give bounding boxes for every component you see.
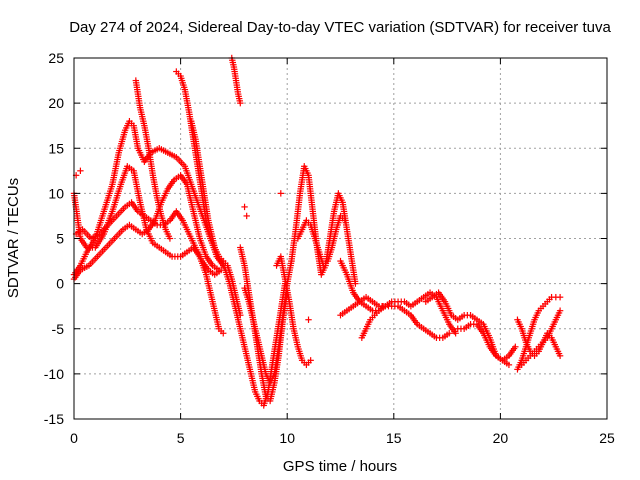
data-point-marker (77, 167, 84, 175)
chart-title: Day 274 of 2024, Sidereal Day-to-day VTE… (69, 19, 611, 36)
data-point-marker (277, 190, 285, 197)
y-tick-label: 15 (48, 140, 64, 156)
data-point-marker (446, 330, 453, 337)
y-tick-label: -15 (44, 411, 64, 427)
x-tick-label: 25 (599, 430, 615, 446)
marks-layer (70, 54, 564, 409)
data-point-marker (243, 212, 250, 220)
data-point-marker (505, 361, 513, 369)
data-point-marker (512, 343, 519, 350)
y-tick-label: 0 (56, 276, 64, 292)
y-tick-label: 25 (48, 50, 64, 66)
y-tick-label: -10 (44, 366, 64, 382)
data-point-marker (556, 352, 564, 360)
data-point-marker (241, 203, 248, 211)
y-tick-label: -5 (52, 321, 65, 337)
data-point-marker (379, 302, 387, 310)
data-point-marker (556, 307, 564, 314)
x-axis-label: GPS time / hours (283, 458, 397, 475)
data-point-marker (237, 99, 244, 107)
data-point-marker (307, 357, 314, 364)
data-point-marker (220, 330, 227, 337)
x-tick-label: 20 (493, 430, 509, 446)
data-point-marker (452, 330, 459, 337)
data-point-marker (166, 235, 174, 242)
ticks-layer: 0 5 10 15 20 25 -15 -10 -5 0 5 10 15 20 25 (44, 50, 615, 446)
x-tick-label: 15 (386, 430, 402, 446)
y-tick-label: 5 (56, 231, 64, 247)
y-axis-label: SDTVAR / TECUs (5, 178, 22, 298)
x-tick-label: 0 (70, 430, 78, 446)
data-point-marker (341, 217, 348, 224)
y-tick-label: 10 (48, 185, 64, 201)
x-tick-label: 10 (279, 430, 295, 446)
x-tick-label: 5 (177, 430, 185, 446)
data-point-marker (556, 293, 564, 301)
y-tick-label: 20 (48, 95, 64, 111)
data-point-marker (305, 316, 312, 323)
